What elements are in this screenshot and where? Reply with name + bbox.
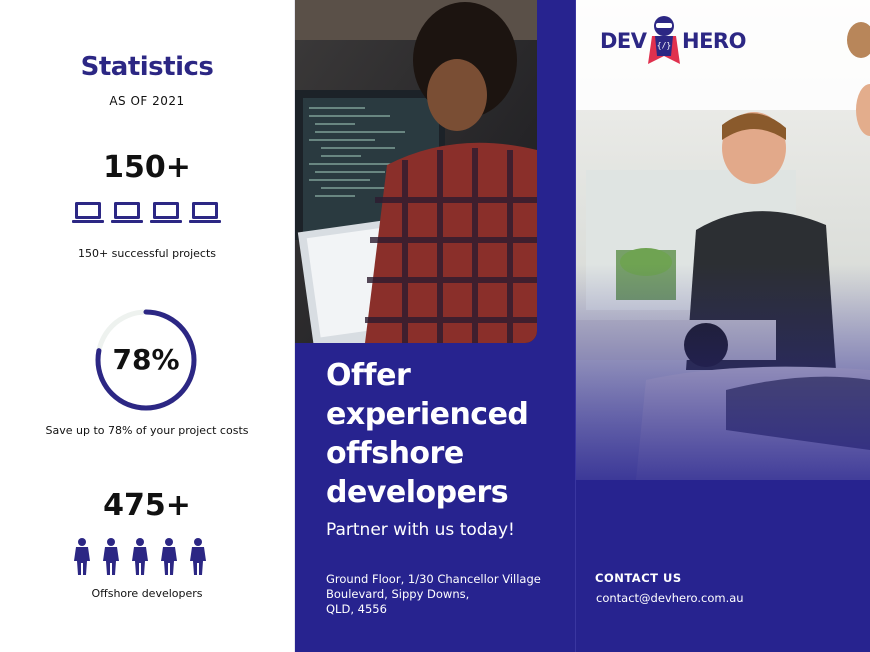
address-line: Boulevard, Sippy Downs, bbox=[326, 587, 470, 601]
headline-line: offshore bbox=[326, 436, 464, 471]
address: Ground Floor, 1/30 Chancellor Village Bo… bbox=[326, 572, 566, 617]
person-icons bbox=[74, 538, 206, 575]
developer-coding-photo bbox=[295, 0, 537, 343]
headline-line: experienced bbox=[326, 397, 529, 432]
headline-line: Offer bbox=[326, 358, 411, 393]
contact-heading: CONTACT US bbox=[595, 571, 682, 585]
address-line: QLD, 4556 bbox=[326, 602, 387, 616]
logo-dev-text: DEV bbox=[600, 29, 647, 53]
logo-hero-text: HERO bbox=[682, 29, 746, 53]
hero-mascot-icon: {/} bbox=[648, 16, 680, 64]
laptop-icon bbox=[150, 202, 182, 223]
developers-count: 475+ bbox=[103, 488, 191, 523]
devhero-logo: DEV {/} HERO bbox=[600, 14, 760, 66]
laptop-icon bbox=[111, 202, 143, 223]
headline-line: developers bbox=[326, 475, 509, 510]
headline: Offer experienced offshore developers bbox=[326, 356, 566, 512]
address-line: Ground Floor, 1/30 Chancellor Village bbox=[326, 572, 541, 586]
savings-ring bbox=[95, 309, 197, 411]
contact-email[interactable]: contact@devhero.com.au bbox=[596, 591, 744, 605]
savings-caption: Save up to 78% of your project costs bbox=[45, 424, 249, 437]
statistics-subtitle: AS OF 2021 bbox=[109, 94, 185, 108]
developers-caption: Offshore developers bbox=[91, 587, 203, 600]
projects-count: 150+ bbox=[103, 150, 191, 185]
office-team-photo bbox=[576, 0, 870, 480]
projects-caption: 150+ successful projects bbox=[77, 247, 217, 260]
person-icon bbox=[132, 538, 148, 575]
statistics-title: Statistics bbox=[80, 52, 214, 82]
person-icon bbox=[103, 538, 119, 575]
tagline: Partner with us today! bbox=[326, 520, 515, 540]
laptop-icon bbox=[189, 202, 221, 223]
person-icon bbox=[190, 538, 206, 575]
person-icon bbox=[161, 538, 177, 575]
statistics-panel: Statistics AS OF 2021 150+ 150+ successf… bbox=[0, 0, 295, 652]
savings-percent: 78% bbox=[112, 343, 180, 376]
laptop-icon bbox=[72, 202, 104, 223]
savings-ring-arc bbox=[95, 309, 197, 411]
svg-text:{/}: {/} bbox=[657, 41, 671, 50]
laptop-icons bbox=[72, 202, 221, 223]
person-icon bbox=[74, 538, 90, 575]
